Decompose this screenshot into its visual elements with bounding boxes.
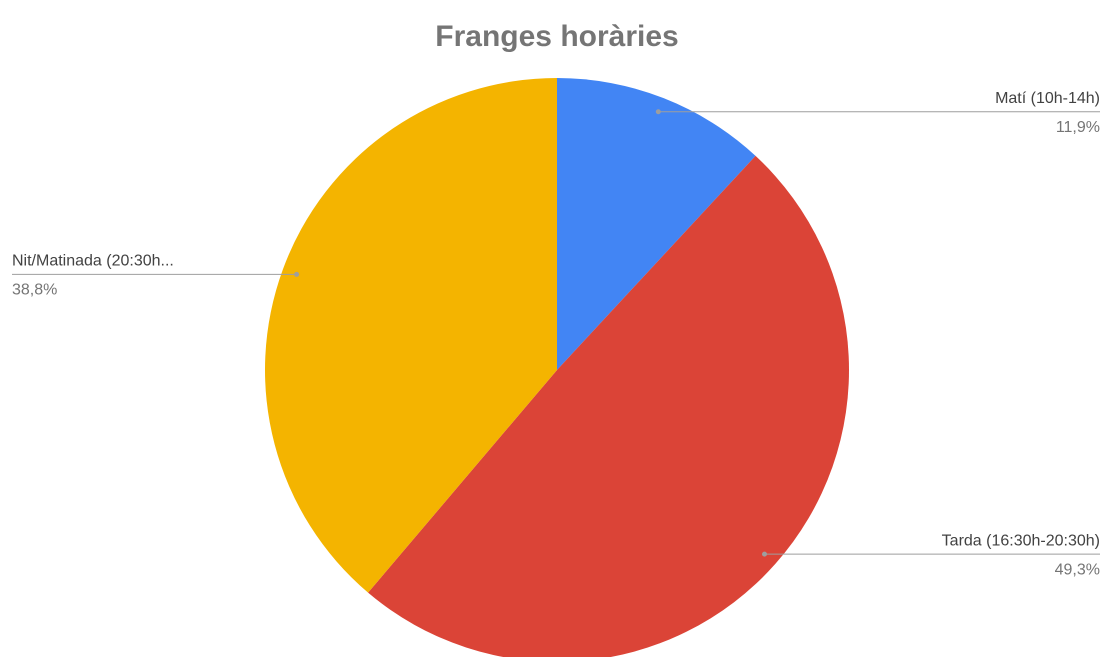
slice-value-label: 11,9% <box>1056 119 1100 136</box>
chart-title: Franges horàries <box>435 20 678 53</box>
slice-label: Tarda (16:30h-20:30h) <box>942 532 1100 549</box>
pie-slice <box>265 78 557 593</box>
slice-value-label: 49,3% <box>1055 561 1100 578</box>
leader-dot <box>655 109 661 115</box>
slice-label: Nit/Matinada (20:30h... <box>12 253 174 270</box>
slice-label: Matí (10h-14h) <box>995 90 1100 107</box>
pie-slice <box>368 155 849 657</box>
slice-value-label: 38,8% <box>12 282 57 299</box>
pie-slice <box>557 78 756 370</box>
leader-dot <box>294 271 300 277</box>
leader-dot <box>762 551 768 557</box>
